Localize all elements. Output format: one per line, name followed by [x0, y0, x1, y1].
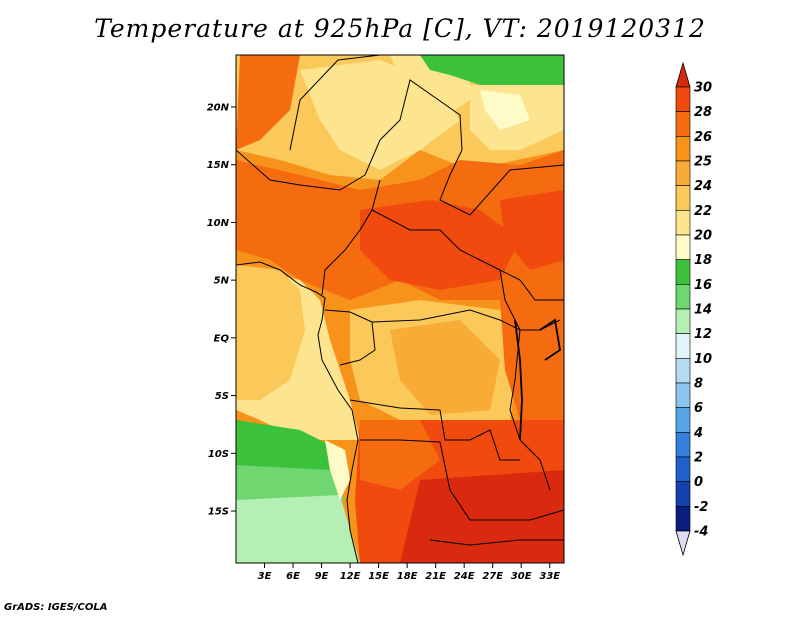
colorbar-label: 6	[694, 401, 703, 416]
colorbar-segment	[675, 358, 691, 384]
lon-tick-label: 6E	[286, 571, 300, 582]
temperature-field	[236, 55, 564, 563]
colorbar-segment	[675, 234, 691, 260]
colorbar-label: 25	[694, 155, 712, 170]
colorbar-bottom-arrow	[675, 530, 691, 557]
colorbar-segment	[675, 111, 691, 137]
colorbar-segment	[675, 407, 691, 433]
colorbar-label: 12	[694, 327, 712, 342]
colorbar-segment	[675, 506, 691, 532]
colorbar-label: 18	[694, 253, 712, 268]
colorbar-label: -2	[694, 500, 708, 515]
lon-tick-label: 12E	[340, 571, 361, 582]
colorbar-label: 2	[694, 451, 703, 466]
colorbar-label: 20	[694, 229, 712, 244]
colorbar-label: -4	[694, 525, 708, 540]
colorbar-label: 14	[694, 303, 712, 318]
colorbar-label: 4	[693, 426, 703, 441]
colorbar-top-arrow	[675, 61, 691, 88]
colorbar-label: 8	[694, 377, 703, 392]
colorbar-segment	[675, 308, 691, 334]
lon-tick-label: 33E	[539, 571, 560, 582]
lon-tick-label: 3E	[258, 571, 272, 582]
colorbar-label: 30	[694, 81, 712, 96]
lon-tick-label: 27E	[482, 571, 503, 582]
lat-tick-label: 10N	[207, 218, 230, 229]
colorbar-label: 0	[694, 475, 703, 490]
colorbar-segment	[675, 284, 691, 310]
colorbar-segment	[675, 185, 691, 211]
lon-tick-label: 15E	[368, 571, 389, 582]
lon-tick-label: 30E	[511, 571, 532, 582]
colorbar-label: 26	[694, 130, 712, 145]
colorbar-segment	[675, 210, 691, 236]
lat-tick-label: 15S	[208, 507, 229, 518]
lon-tick-label: 24E	[454, 571, 475, 582]
colorbar-segment	[675, 382, 691, 408]
latitude-axis: 20N 15N 10N 5N EQ 5S 10S 15S	[207, 102, 236, 518]
lon-tick-label: 21E	[425, 571, 446, 582]
colorbar-segment	[675, 160, 691, 186]
colorbar-segment	[675, 136, 691, 162]
lat-tick-label: 10S	[208, 449, 229, 460]
lat-tick-label: EQ	[214, 333, 230, 344]
colorbar-segment	[675, 86, 691, 112]
colorbar-label: 24	[694, 179, 712, 194]
footer-credit: GrADS: IGES/COLA	[4, 602, 108, 613]
colorbar-segment	[675, 432, 691, 458]
great-lakes	[514, 318, 561, 441]
colorbar-label: 28	[694, 105, 712, 120]
colorbar-label: 22	[694, 204, 712, 219]
colorbar-segment	[675, 259, 691, 285]
colorbar-segment	[675, 333, 691, 359]
colorbar-label: 10	[694, 352, 712, 367]
colorbar-segment	[675, 456, 691, 482]
colorbar-label: 16	[694, 278, 712, 293]
lon-tick-label: 18E	[397, 571, 418, 582]
longitude-axis: 3E 6E 9E 12E 15E 18E 21E 24E 27E 30E 33E	[258, 563, 560, 582]
lat-tick-label: 20N	[207, 102, 230, 113]
map-title: Temperature at 925hPa [C], VT: 201912031…	[94, 14, 706, 43]
lon-tick-label: 9E	[315, 571, 329, 582]
map-frame	[235, 54, 565, 564]
lat-tick-label: 5S	[215, 391, 229, 402]
lat-tick-label: 5N	[214, 276, 230, 287]
colorbar-segment	[675, 481, 691, 507]
lat-tick-label: 15N	[207, 160, 230, 171]
